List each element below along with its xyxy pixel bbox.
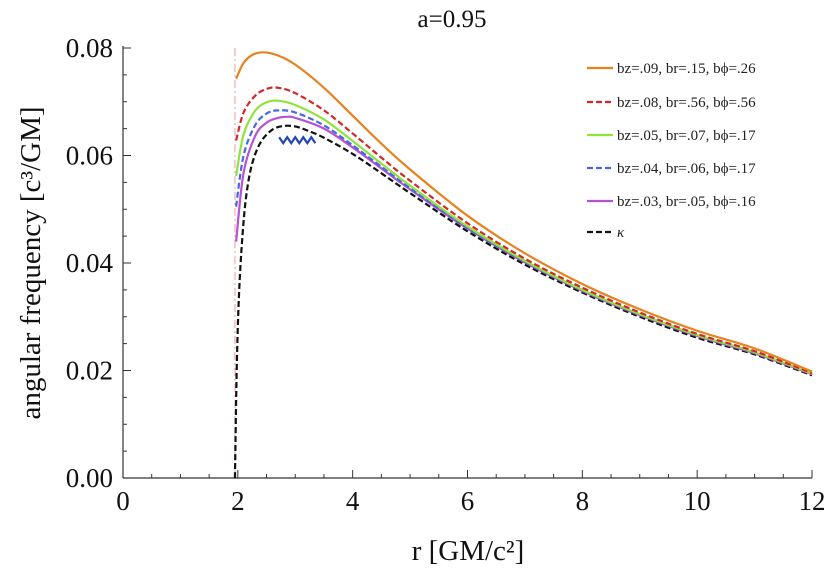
x-tick-label: 10 <box>684 486 711 516</box>
x-tick-label: 2 <box>231 486 245 516</box>
y-tick-label: 0.04 <box>66 248 114 278</box>
legend-label-4: bz=.04, br=.06, bϕ=.17 <box>617 161 756 177</box>
series-line-3 <box>235 99 813 375</box>
series-line-5 <box>235 115 813 376</box>
x-tick-label: 8 <box>576 486 590 516</box>
series-line-6 <box>233 124 813 479</box>
zigzag-marker <box>278 135 317 146</box>
legend-label-3: bz=.05, br=.07, bϕ=.17 <box>617 128 756 144</box>
x-tick-label: 4 <box>346 486 360 516</box>
x-tick-label: 12 <box>799 486 826 516</box>
x-tick-label: 6 <box>461 486 475 516</box>
x-tick-label: 0 <box>116 486 130 516</box>
plot-area <box>233 48 813 479</box>
y-axis-label: angular frequency [c³/GM] <box>15 106 47 419</box>
series-line-4 <box>235 109 813 375</box>
y-tick-label: 0.06 <box>66 141 113 171</box>
y-tick-label: 0.00 <box>66 463 113 493</box>
legend: bz=.09, br=.15, bϕ=.26 bz=.08, br=.56, bϕ… <box>587 61 756 241</box>
legend-label-2: bz=.08, br=.56, bϕ=.56 <box>617 95 756 111</box>
chart-title: a=0.95 <box>418 6 487 33</box>
x-axis-label: r [GM/c²] <box>412 535 525 567</box>
legend-label-5: bz=.03, br=.05, bϕ=.16 <box>617 194 756 210</box>
legend-label-6: κ <box>617 225 625 241</box>
series-line-1 <box>235 51 813 373</box>
series-line-2 <box>235 86 813 375</box>
y-tick-label: 0.08 <box>66 33 113 63</box>
legend-label-1: bz=.09, br=.15, bϕ=.26 <box>617 61 756 77</box>
y-tick-label: 0.02 <box>66 356 113 386</box>
axes: 0 2 4 6 8 10 12 0.00 0.02 0.04 0.06 0.08 <box>66 33 826 516</box>
